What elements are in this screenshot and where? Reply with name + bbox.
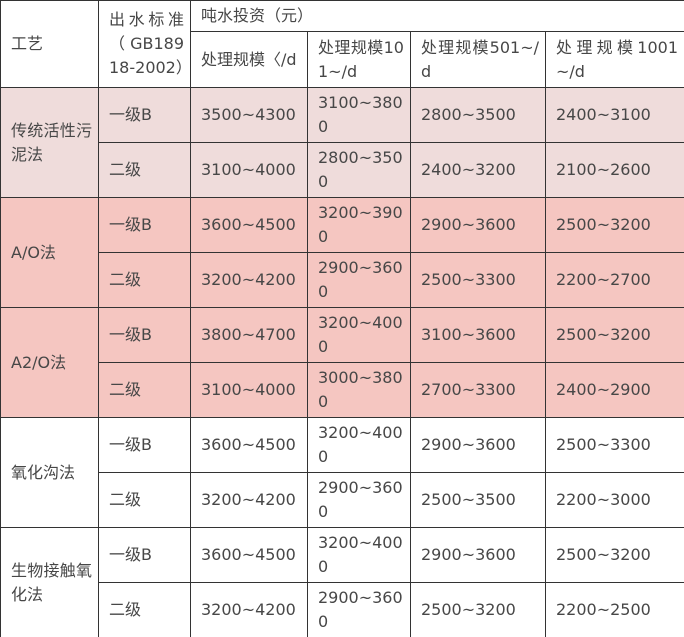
table-row: 二级 3200~4200 2900~3600 2500~3300 2200~27… xyxy=(1,252,684,308)
table-row: A2/O法 一级B 3800~4700 3200~4000 3100~3600 … xyxy=(0,307,684,418)
header-scale-1: 处理规模〈/d xyxy=(190,31,308,88)
process-cell: A/O法 xyxy=(0,197,99,308)
value-cell: 3200~4000 xyxy=(307,527,411,583)
value-cell: 2400~2900 xyxy=(544,362,684,418)
value-cell: 3200~4200 xyxy=(190,582,308,637)
value-cell: 2200~3000 xyxy=(544,472,684,528)
header-standard: 出水标准（GB18918-2002） xyxy=(98,0,191,88)
table-row: 二级 3100~4000 3000~3800 2700~3300 2400~29… xyxy=(1,362,684,418)
standard-cell: 一级B xyxy=(98,417,191,473)
table-row: 生物接触氧化法 一级B 3600~4500 3200~4000 2900~360… xyxy=(0,527,684,637)
process-cell: 传统活性污泥法 xyxy=(0,87,99,198)
value-cell: 3200~4200 xyxy=(190,252,308,308)
value-cell: 2500~3300 xyxy=(410,252,546,308)
standard-cell: 二级 xyxy=(98,142,191,198)
subheader-row: 处理规模〈/d 处理规模101~/d 处理规模501~/d 处理规模1001~/… xyxy=(1,31,684,88)
standard-cell: 一级B xyxy=(98,87,191,143)
standard-cell: 二级 xyxy=(98,362,191,418)
value-cell: 3600~4500 xyxy=(190,417,308,473)
value-cell: 2100~2600 xyxy=(544,142,684,198)
value-cell: 2400~3200 xyxy=(410,142,546,198)
value-cell: 2500~3200 xyxy=(544,197,684,253)
value-cell: 2900~3600 xyxy=(410,417,546,473)
standard-cell: 二级 xyxy=(98,472,191,528)
value-cell: 2400~3100 xyxy=(544,87,684,143)
header-investment: 吨水投资（元） xyxy=(189,0,684,32)
value-cell: 3200~4000 xyxy=(307,417,411,473)
value-cell: 2900~3600 xyxy=(307,582,411,637)
process-cell: 氧化沟法 xyxy=(0,417,99,528)
value-cell: 3100~3800 xyxy=(307,87,411,143)
value-cell: 2500~3200 xyxy=(544,527,684,583)
standard-cell: 二级 xyxy=(98,252,191,308)
standard-cell: 二级 xyxy=(98,582,191,637)
process-cell: A2/O法 xyxy=(0,307,99,418)
value-cell: 2500~3300 xyxy=(544,417,684,473)
value-cell: 3200~4200 xyxy=(190,472,308,528)
value-cell: 3800~4700 xyxy=(190,307,308,363)
value-cell: 2900~3600 xyxy=(307,472,411,528)
table-row: 氧化沟法 一级B 3600~4500 3200~4000 2900~3600 2… xyxy=(0,417,684,528)
value-cell: 3200~4000 xyxy=(307,307,411,363)
table-row: 二级 3200~4200 2900~3600 2500~3500 2200~30… xyxy=(1,472,684,528)
table-row: 二级 3100~4000 2800~3500 2400~3200 2100~26… xyxy=(1,142,684,198)
header-process: 工艺 xyxy=(0,0,99,88)
header-row: 工艺 出水标准（GB18918-2002） 吨水投资（元） xyxy=(0,0,684,88)
value-cell: 2800~3500 xyxy=(307,142,411,198)
table-row: 传统活性污泥法 一级B 3500~4300 3100~3800 2800~350… xyxy=(0,87,684,198)
table-row: A/O法 一级B 3600~4500 3200~3900 2900~3600 2… xyxy=(0,197,684,308)
value-cell: 2500~3200 xyxy=(544,307,684,363)
value-cell: 2500~3500 xyxy=(410,472,546,528)
value-cell: 3100~4000 xyxy=(190,362,308,418)
value-cell: 2900~3600 xyxy=(307,252,411,308)
value-cell: 2200~2700 xyxy=(544,252,684,308)
value-cell: 2200~2500 xyxy=(544,582,684,637)
header-scale-4: 处理规模1001~/d xyxy=(544,31,684,88)
process-cell: 生物接触氧化法 xyxy=(0,527,99,637)
value-cell: 2500~3200 xyxy=(410,582,546,637)
value-cell: 3100~3600 xyxy=(410,307,546,363)
value-cell: 2900~3600 xyxy=(410,527,546,583)
value-cell: 2700~3300 xyxy=(410,362,546,418)
header-scale-3: 处理规模501~/d xyxy=(410,31,546,88)
standard-cell: 一级B xyxy=(98,307,191,363)
value-cell: 3200~3900 xyxy=(307,197,411,253)
value-cell: 3600~4500 xyxy=(190,197,308,253)
standard-cell: 一级B xyxy=(98,527,191,583)
value-cell: 2800~3500 xyxy=(410,87,546,143)
value-cell: 3500~4300 xyxy=(190,87,308,143)
value-cell: 3100~4000 xyxy=(190,142,308,198)
header-scale-2: 处理规模101~/d xyxy=(307,31,411,88)
table-row: 二级 3200~4200 2900~3600 2500~3200 2200~25… xyxy=(1,582,684,637)
standard-cell: 一级B xyxy=(98,197,191,253)
value-cell: 2900~3600 xyxy=(410,197,546,253)
value-cell: 3000~3800 xyxy=(307,362,411,418)
value-cell: 3600~4500 xyxy=(190,527,308,583)
